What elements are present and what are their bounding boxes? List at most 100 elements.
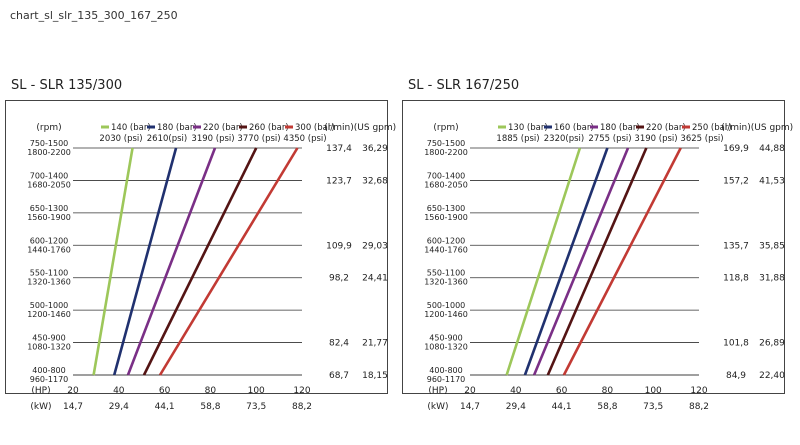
kw-tick-label: 29,4 xyxy=(109,402,129,412)
rpm-label: 1440-1760 xyxy=(424,245,468,254)
kw-tick-label: 58,8 xyxy=(200,402,220,412)
series-line xyxy=(523,147,609,376)
lpm-value: 68,7 xyxy=(329,371,349,381)
kw-tick-label: 14,7 xyxy=(63,402,83,412)
hp-axis-label: (HP) xyxy=(31,386,50,396)
kw-tick-label: 88,2 xyxy=(292,402,312,412)
lpm-value: 84,9 xyxy=(726,371,746,381)
legend-label: 220 (bar) xyxy=(203,123,243,133)
rpm-label: 650-1300 xyxy=(30,204,69,213)
series-line xyxy=(546,147,648,376)
chart-title: SL - SLR 167/250 xyxy=(408,78,520,93)
rpm-label: 700-1400 xyxy=(427,171,466,180)
hp-tick-label: 60 xyxy=(556,386,568,396)
kw-tick-label: 14,7 xyxy=(460,402,480,412)
hp-tick-label: 40 xyxy=(510,386,522,396)
lpm-unit-label: (l/min) xyxy=(721,123,751,133)
rpm-unit-label: (rpm) xyxy=(36,123,61,133)
chart-frame xyxy=(5,100,388,394)
hp-tick-label: 100 xyxy=(645,386,662,396)
rpm-label: 1320-1360 xyxy=(424,278,468,287)
hp-tick-label: 120 xyxy=(293,386,310,396)
legend-label: 180 (bar) xyxy=(600,123,640,133)
series-line xyxy=(126,147,217,376)
gpm-value: 29,03 xyxy=(362,241,388,251)
gpm-value: 26,89 xyxy=(759,339,785,349)
legend-psi-label: 2320(psi) xyxy=(544,134,584,144)
chart-plot: (rpm) (l/min) (US gpm) 140 (bar)2030 (psi) 1… xyxy=(27,123,396,412)
legend-psi-label: 1885 (psi) xyxy=(496,134,539,144)
gpm-value: 22,40 xyxy=(759,371,785,381)
rpm-label: 550-1100 xyxy=(427,269,466,278)
rpm-label: 600-1200 xyxy=(30,236,69,245)
rpm-label: 600-1200 xyxy=(427,236,466,245)
hp-tick-label: 40 xyxy=(113,386,125,396)
gpm-value: 36,29 xyxy=(362,144,388,154)
rpm-label: 400-800 xyxy=(32,366,65,375)
rpm-label: 1800-2200 xyxy=(27,148,71,157)
kw-tick-label: 88,2 xyxy=(689,402,709,412)
chart-panel-sl-slr-167-250: SL - SLR 167/250 (rpm) (l/min) (US gpm) 130… xyxy=(402,78,793,412)
series-line xyxy=(532,147,630,376)
hp-tick-label: 60 xyxy=(159,386,171,396)
series-line xyxy=(562,147,682,376)
rpm-label: 500-1000 xyxy=(427,301,466,310)
rpm-label: 1200-1460 xyxy=(424,310,468,319)
series-line xyxy=(505,147,582,376)
lpm-value: 98,2 xyxy=(329,274,349,284)
hp-tick-label: 20 xyxy=(464,386,476,396)
series-line xyxy=(142,147,258,376)
kw-tick-label: 44,1 xyxy=(155,402,175,412)
gpm-value: 18,15 xyxy=(362,371,388,381)
lpm-value: 101,8 xyxy=(723,339,749,349)
lpm-value: 123,7 xyxy=(326,176,352,186)
legend-psi-label: 2030 (psi) xyxy=(99,134,142,144)
rpm-label: 1440-1760 xyxy=(27,245,71,254)
lpm-value: 137,4 xyxy=(326,144,352,154)
legend-label: 260 (bar) xyxy=(249,123,289,133)
rpm-label: 450-900 xyxy=(32,334,65,343)
rpm-label: 550-1100 xyxy=(30,269,69,278)
gpm-value: 35,85 xyxy=(759,241,785,251)
legend-psi-label: 4350 (psi) xyxy=(283,134,326,144)
lpm-value: 169,9 xyxy=(723,144,749,154)
hp-tick-label: 80 xyxy=(602,386,614,396)
rpm-label: 1680-2050 xyxy=(424,180,468,189)
rpm-label: 1800-2200 xyxy=(424,148,468,157)
rpm-label: 1560-1900 xyxy=(27,213,71,222)
rpm-label: 400-800 xyxy=(429,366,462,375)
chart-title: SL - SLR 135/300 xyxy=(11,78,123,93)
hp-tick-label: 20 xyxy=(67,386,79,396)
series-line xyxy=(112,147,178,376)
rpm-label: 960-1170 xyxy=(30,375,69,384)
chart-plot: (rpm) (l/min) (US gpm) 130 (bar)1885 (psi) 1… xyxy=(424,123,793,412)
chart-panel-sl-slr-135-300: SL - SLR 135/300 (rpm) (l/min) (US gpm) 140… xyxy=(5,78,396,412)
hp-tick-label: 100 xyxy=(248,386,265,396)
legend-psi-label: 3190 (psi) xyxy=(634,134,677,144)
kw-tick-label: 29,4 xyxy=(506,402,526,412)
gpm-unit-label: (US gpm) xyxy=(751,123,793,133)
gpm-value: 44,88 xyxy=(759,144,785,154)
rpm-label: 1080-1320 xyxy=(424,343,468,352)
lpm-value: 118,8 xyxy=(723,274,749,284)
rpm-label: 700-1400 xyxy=(30,171,69,180)
legend-label: 160 (bar) xyxy=(554,123,594,133)
legend-psi-label: 3770 (psi) xyxy=(237,134,280,144)
kw-tick-label: 73,5 xyxy=(246,402,266,412)
legend-psi-label: 3190 (psi) xyxy=(191,134,234,144)
hp-tick-label: 80 xyxy=(205,386,217,396)
rpm-label: 750-1500 xyxy=(30,139,69,148)
kw-tick-label: 73,5 xyxy=(643,402,663,412)
lpm-value: 82,4 xyxy=(329,339,349,349)
gpm-value: 31,88 xyxy=(759,274,785,284)
lpm-value: 135,7 xyxy=(723,241,749,251)
gpm-value: 24,41 xyxy=(362,274,388,284)
rpm-label: 960-1170 xyxy=(427,375,466,384)
rpm-unit-label: (rpm) xyxy=(433,123,458,133)
lpm-value: 157,2 xyxy=(723,176,749,186)
kw-tick-label: 58,8 xyxy=(597,402,617,412)
lpm-value: 109,9 xyxy=(326,241,352,251)
legend-label: 250 (bar) xyxy=(692,123,732,133)
rpm-label: 650-1300 xyxy=(427,204,466,213)
rpm-label: 1320-1360 xyxy=(27,278,71,287)
